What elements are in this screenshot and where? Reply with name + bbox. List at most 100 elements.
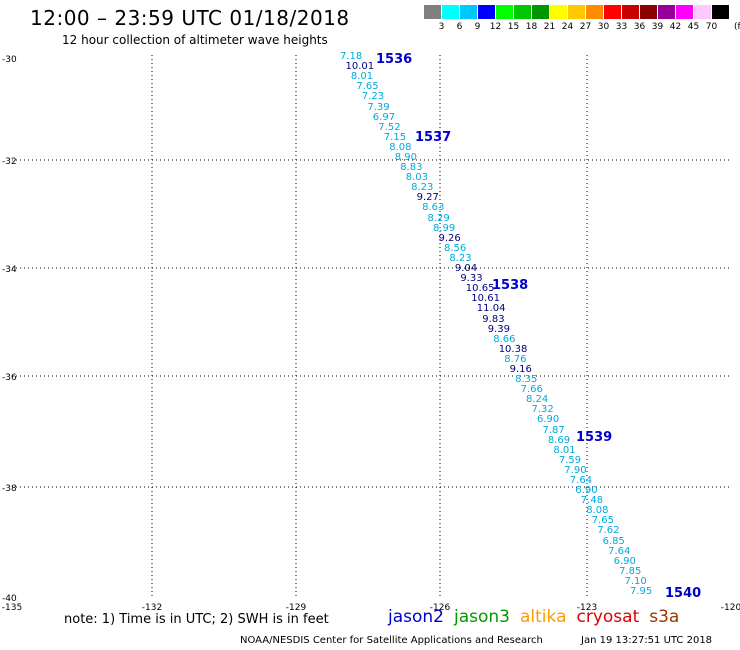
wave-height-value: 6.90 (575, 485, 598, 497)
scale-swatch (694, 5, 711, 19)
wave-height-value: 8.90 (394, 151, 417, 163)
satellite-legend-item: altika (520, 607, 567, 627)
wave-height-value: 11.04 (476, 303, 506, 315)
scale-swatch (550, 5, 567, 19)
wave-height-value: 9.33 (460, 273, 483, 285)
scale-swatch (604, 5, 621, 19)
scale-swatch (496, 5, 513, 19)
chart-title: 12:00 – 23:59 UTC 01/18/2018 (30, 6, 350, 30)
scale-swatch (712, 5, 729, 19)
satellite-legend-item: s3a (649, 607, 680, 627)
chart-subtitle: 12 hour collection of altimeter wave hei… (62, 33, 328, 47)
wave-height-value: 7.52 (378, 121, 401, 133)
wave-height-value: 7.48 (580, 495, 604, 507)
wave-height-value: 8.01 (350, 71, 374, 83)
satellite-legend: jason2 jason3 altika cryosat s3a (388, 607, 689, 627)
wave-height-value: 9.39 (487, 323, 510, 335)
map-grid (12, 55, 731, 596)
wave-height-value: 10.65 (465, 283, 495, 295)
wave-height-value: 10.01 (345, 61, 375, 73)
scale-swatch (478, 5, 495, 19)
wave-height-value: 6.90 (613, 555, 636, 567)
wave-height-value: 7.39 (367, 101, 390, 113)
longitude-tick-label: -120 (720, 603, 740, 613)
scale-swatch (532, 5, 549, 19)
scale-swatch (424, 5, 441, 19)
wave-height-value: 7.66 (520, 384, 543, 396)
wave-height-value: 8.24 (526, 394, 549, 406)
scale-label: 21 (543, 22, 556, 32)
wave-height-value: 9.83 (482, 313, 505, 325)
wave-height-value: 7.64 (608, 545, 631, 557)
pass-number-label: 1539 (576, 430, 613, 445)
scale-swatch (586, 5, 603, 19)
satellite-legend-item: cryosat (576, 607, 640, 627)
wave-height-value: 6.90 (537, 414, 560, 426)
scale-swatch (568, 5, 585, 19)
wave-height-value: 9.26 (438, 232, 461, 244)
wave-height-value: 7.65 (356, 81, 379, 93)
scale-label: 15 (507, 22, 520, 32)
satellite-legend-item: jason2 (388, 607, 444, 627)
pass-number-label: 1537 (415, 130, 452, 145)
scale-label: 6 (456, 22, 463, 32)
scale-swatch (460, 5, 477, 19)
wave-height-value: 7.10 (624, 575, 647, 587)
wave-height-value: 9.16 (509, 363, 532, 375)
scale-swatch (640, 5, 657, 19)
generated-timestamp: Jan 19 13:27:51 UTC 2018 (581, 635, 713, 646)
wave-height-value: 10.38 (498, 343, 528, 355)
wave-height-value: 9.27 (416, 192, 439, 204)
scale-unit: (ft) (734, 22, 740, 32)
wave-height-value: 8.29 (427, 212, 450, 224)
wave-height-value: 8.01 (553, 444, 576, 456)
credit-line: NOAA/NESDIS Center for Satellite Applica… (240, 635, 543, 646)
latitude-tick-label: -40 (2, 594, 17, 604)
scale-label: 27 (579, 22, 592, 32)
wave-height-value: 7.59 (558, 454, 582, 466)
scale-label: 12 (489, 22, 502, 32)
scale-label: 9 (474, 22, 481, 32)
satellite-legend-item: jason3 (454, 607, 510, 627)
longitude-tick-label: -132 (141, 603, 163, 613)
pass-number-label: 1540 (665, 586, 702, 601)
latitude-tick-label: -30 (2, 55, 17, 65)
wave-height-value: 8.83 (400, 162, 423, 173)
longitude-tick-label: -135 (1, 603, 23, 613)
wave-height-value: 8.35 (515, 374, 538, 385)
wave-height-value: 8.08 (586, 505, 609, 517)
scale-label: 39 (651, 22, 664, 32)
wave-height-value: 8.08 (389, 141, 412, 153)
pass-number-label: 1538 (492, 278, 529, 293)
wave-height-value: 7.65 (591, 515, 614, 527)
wave-height-value: 7.62 (597, 525, 620, 537)
wave-height-value: 7.18 (340, 51, 363, 62)
scale-label: 70 (705, 22, 718, 32)
wave-height-value: 10.61 (471, 293, 500, 305)
longitude-tick-label: -129 (285, 603, 307, 613)
scale-label: 45 (687, 22, 700, 32)
latitude-tick-label: -34 (2, 265, 17, 275)
wave-height-value: 7.87 (542, 424, 565, 436)
scale-label: 24 (561, 22, 574, 32)
wave-height-value: 7.85 (619, 565, 642, 577)
latitude-tick-label: -36 (2, 373, 17, 383)
scale-label: 30 (597, 22, 610, 32)
longitude-tick-label: -126 (429, 603, 451, 613)
wave-height-value: 8.63 (422, 202, 445, 214)
wave-height-value: 8.99 (433, 222, 456, 234)
footer-note: note: 1) Time is in UTC; 2) SWH is in fe… (64, 612, 329, 627)
wave-height-value: 7.95 (630, 586, 653, 597)
scale-swatch (622, 5, 639, 19)
latitude-tick-label: -32 (2, 157, 17, 167)
wave-height-value: 8.23 (449, 252, 472, 264)
wave-height-value: 6.85 (602, 535, 625, 547)
wave-height-value: 8.69 (547, 434, 571, 446)
wave-height-value: 7.90 (564, 464, 587, 476)
wave-height-value: 7.15 (383, 131, 407, 143)
longitude-tick-label: -123 (576, 603, 598, 613)
wave-height-value: 6.97 (372, 111, 396, 123)
wave-height-value: 9.04 (454, 263, 478, 274)
scale-label: 33 (615, 22, 628, 32)
latitude-tick-label: -38 (2, 484, 17, 494)
